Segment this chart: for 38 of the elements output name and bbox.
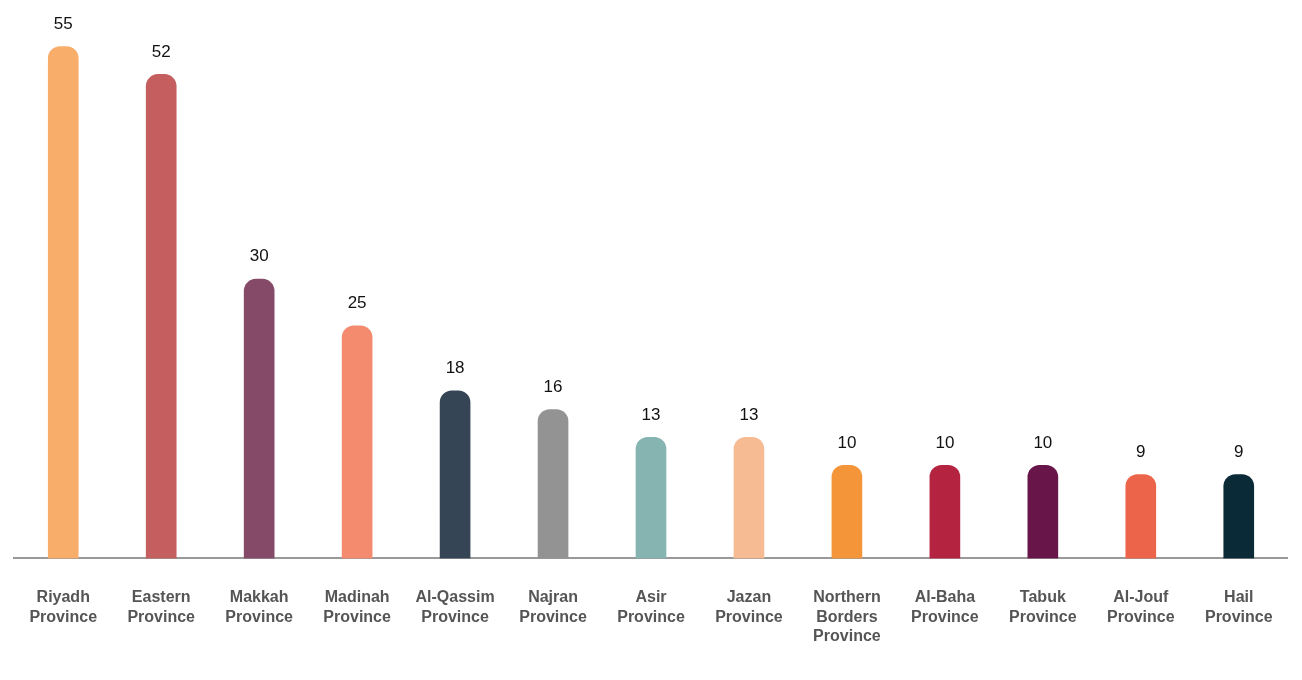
data-label: 13 (641, 404, 661, 424)
bar (439, 390, 471, 559)
bar (243, 278, 275, 559)
x-tick-label: Asir Province (617, 588, 685, 625)
data-label: 16 (543, 376, 563, 396)
x-tick-label: Madinah Province (323, 588, 392, 625)
x-tick-label: Al-Jouf Province (1107, 588, 1175, 625)
bar (831, 465, 863, 559)
x-tick-label: Riyadh Province (29, 588, 98, 625)
bar (929, 465, 961, 559)
data-label: 55 (53, 13, 73, 33)
bar (635, 437, 667, 559)
x-tick-label: Eastern Province (127, 588, 196, 625)
data-label: 9 (1234, 441, 1244, 461)
x-tick-label: Northern Borders Province (813, 588, 881, 644)
bar (1125, 474, 1157, 559)
bar (341, 325, 373, 559)
data-label: 10 (935, 432, 955, 452)
x-tick-label: Jazan Province (715, 588, 783, 625)
bar (1027, 465, 1059, 559)
data-label: 52 (151, 41, 171, 61)
data-label: 18 (445, 358, 465, 378)
data-label: 10 (837, 432, 857, 452)
bar (733, 437, 765, 559)
data-label: 13 (739, 404, 759, 424)
bar (1223, 474, 1255, 559)
data-label: 30 (249, 246, 269, 266)
data-label: 10 (1033, 432, 1053, 452)
x-tick-label: Makkah Province (225, 588, 294, 625)
bar (47, 46, 79, 559)
bar (145, 74, 177, 559)
data-label: 25 (347, 292, 367, 312)
x-tick-label: Tabuk Province (1009, 588, 1077, 625)
x-tick-label: Najran Province (519, 588, 587, 625)
x-tick-label: Al-Baha Province (911, 588, 979, 625)
data-label: 9 (1136, 441, 1146, 461)
x-tick-label: Al-Qassim Province (415, 588, 495, 625)
x-tick-label: Hail Province (1204, 588, 1273, 625)
